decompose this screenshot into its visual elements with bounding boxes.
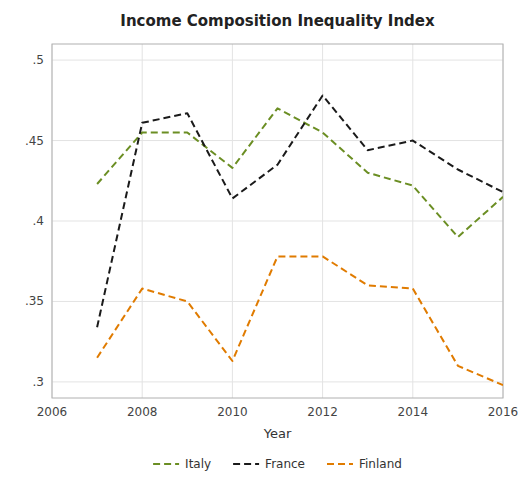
legend-swatch — [327, 463, 353, 465]
legend-label: Italy — [185, 457, 211, 471]
tick-label: .5 — [33, 53, 44, 67]
tick-label: .4 — [33, 214, 44, 228]
grid-line — [232, 44, 233, 398]
tick-label: 2006 — [37, 405, 68, 419]
tick-label: 2012 — [307, 405, 338, 419]
grid-line — [52, 60, 503, 61]
grid-line — [412, 44, 413, 398]
grid-line — [52, 301, 503, 302]
series-line — [97, 256, 503, 385]
tick-label: 2008 — [127, 405, 158, 419]
chart: Income Composition Inequality Index .3 .35… — [0, 0, 525, 484]
series-line — [97, 108, 503, 237]
legend-swatch — [153, 463, 179, 465]
legend-label: Finland — [359, 457, 402, 471]
tick-label: .3 — [33, 375, 44, 389]
legend-item: Finland — [327, 457, 402, 471]
tick-label: 2010 — [217, 405, 248, 419]
grid-line — [52, 381, 503, 382]
legend: Italy France Finland — [153, 457, 402, 471]
tick-label: .35 — [25, 294, 44, 308]
tick-label: .45 — [25, 134, 44, 148]
grid-line — [52, 221, 503, 222]
grid-line — [142, 44, 143, 398]
tick-label: 2014 — [398, 405, 429, 419]
grid-line — [52, 140, 503, 141]
tick-label: 2016 — [488, 405, 519, 419]
title: Income Composition Inequality Index — [120, 12, 435, 30]
grid — [52, 44, 503, 398]
plot-frame — [52, 44, 503, 398]
legend-item: France — [233, 457, 305, 471]
x-axis-label: Year — [263, 426, 292, 441]
legend-swatch — [233, 463, 259, 465]
lines — [97, 95, 503, 385]
legend-item: Italy — [153, 457, 211, 471]
series-line — [97, 95, 503, 327]
legend-label: France — [265, 457, 305, 471]
